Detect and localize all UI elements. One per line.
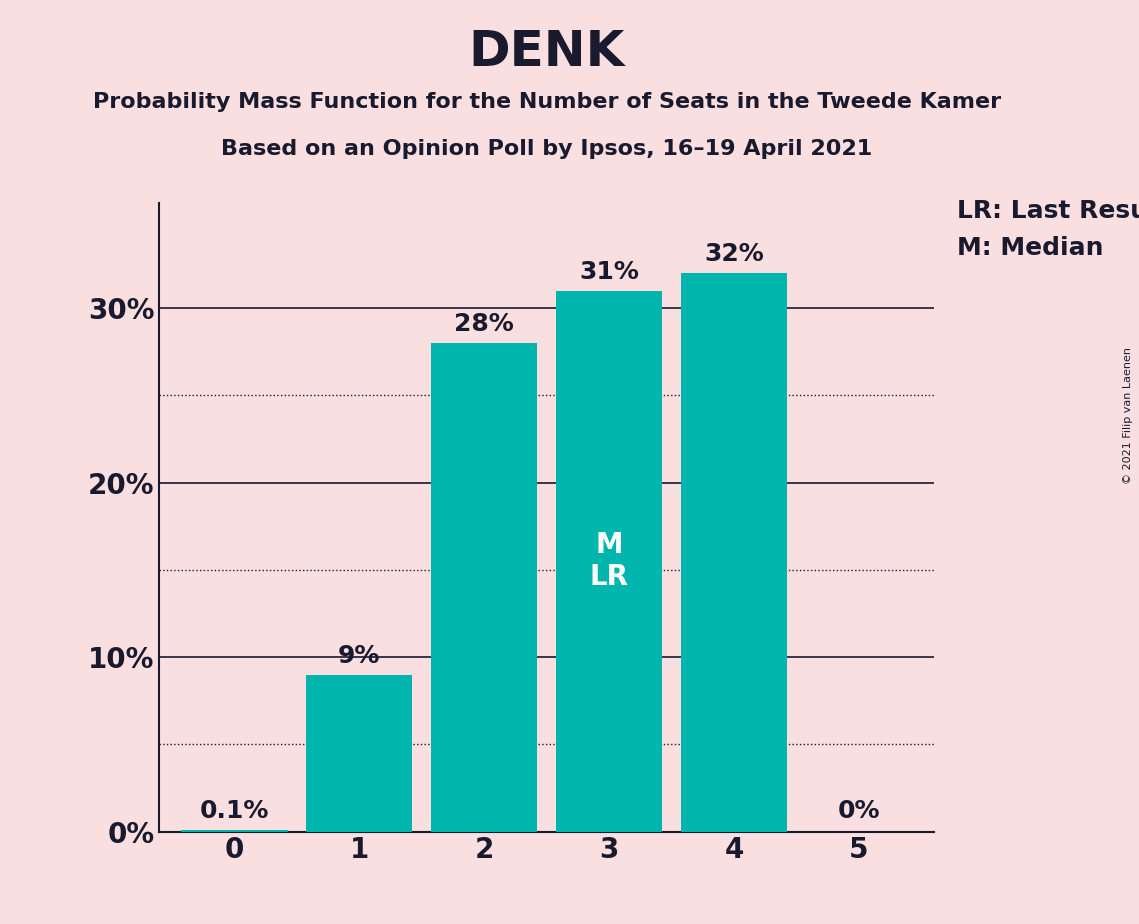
- Bar: [556, 290, 662, 832]
- Bar: [306, 675, 412, 832]
- Text: 0.1%: 0.1%: [199, 799, 269, 823]
- Text: © 2021 Filip van Laenen: © 2021 Filip van Laenen: [1123, 347, 1133, 484]
- Text: 9%: 9%: [338, 643, 380, 667]
- Text: M: Median: M: Median: [957, 236, 1104, 260]
- Text: 0%: 0%: [838, 799, 880, 823]
- Bar: [432, 343, 538, 832]
- Text: 31%: 31%: [580, 260, 639, 284]
- Text: Probability Mass Function for the Number of Seats in the Tweede Kamer: Probability Mass Function for the Number…: [92, 92, 1001, 113]
- Bar: [681, 274, 787, 832]
- Text: Based on an Opinion Poll by Ipsos, 16–19 April 2021: Based on an Opinion Poll by Ipsos, 16–19…: [221, 139, 872, 159]
- Text: 28%: 28%: [454, 312, 514, 336]
- Bar: [181, 830, 287, 832]
- Text: 32%: 32%: [704, 242, 764, 266]
- Text: DENK: DENK: [468, 28, 625, 76]
- Text: LR: Last Result: LR: Last Result: [957, 199, 1139, 223]
- Text: M
LR: M LR: [590, 531, 629, 591]
